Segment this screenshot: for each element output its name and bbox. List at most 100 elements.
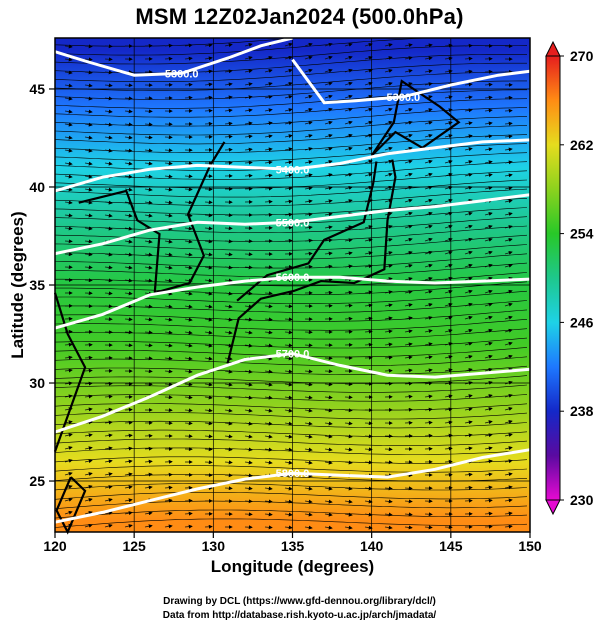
y-tick-label: 40 <box>29 179 45 195</box>
wind-arrow <box>104 252 113 257</box>
wind-arrow <box>464 446 473 451</box>
wind-arrow <box>144 459 153 464</box>
wind-arrow <box>204 239 213 244</box>
wind-arrow <box>284 199 293 204</box>
wind-arrow <box>64 148 73 153</box>
wind-arrow <box>104 226 113 231</box>
wind-arrow <box>304 251 313 256</box>
wind-arrow <box>464 121 473 126</box>
wind-arrow <box>64 96 73 101</box>
wind-arrow <box>484 95 493 100</box>
wind-arrow <box>464 69 473 74</box>
wind-arrow <box>204 108 213 113</box>
wind-arrow <box>424 198 433 203</box>
wind-arrow <box>204 356 213 361</box>
wind-arrow <box>84 485 93 489</box>
wind-arrow <box>464 211 473 216</box>
wind-arrow <box>104 109 113 114</box>
wind-arrow <box>224 317 233 322</box>
wind-arrow <box>404 56 413 61</box>
wind-arrow <box>104 278 113 283</box>
wind-arrow <box>424 329 433 334</box>
wind-arrow <box>464 302 473 307</box>
wind-arrow <box>284 173 293 178</box>
wind-arrow <box>184 187 193 192</box>
wind-arrow <box>504 511 513 516</box>
wind-arrow <box>144 511 153 516</box>
colorbar-tick-label: 270 <box>570 48 594 64</box>
contour-line <box>54 36 293 77</box>
wind-arrow <box>284 447 293 452</box>
streamline <box>54 465 528 473</box>
wind-arrow <box>364 133 373 138</box>
wind-arrow <box>464 237 473 242</box>
wind-arrow <box>144 485 153 490</box>
wind-arrow <box>264 304 273 309</box>
grid <box>55 38 530 532</box>
wind-arrow <box>104 148 113 153</box>
wind-arrow <box>364 159 373 164</box>
wind-arrow <box>144 239 153 244</box>
wind-arrow <box>384 172 393 177</box>
wind-arrow <box>384 355 393 360</box>
wind-arrow <box>224 278 233 283</box>
wind-arrow <box>204 278 213 283</box>
wind-arrow <box>104 485 113 490</box>
wind-arrow <box>284 434 293 439</box>
wind-arrow <box>504 341 513 346</box>
contour-label: 5800.0 <box>276 468 310 480</box>
wind-arrow <box>464 82 473 87</box>
wind-arrow <box>264 199 273 204</box>
wind-arrow <box>164 511 173 516</box>
streamline <box>54 356 528 367</box>
wind-arrow <box>324 107 333 112</box>
wind-arrow <box>124 96 133 101</box>
wind-arrow <box>384 316 393 321</box>
wind-arrow <box>144 472 153 477</box>
wind-arrow <box>324 55 333 60</box>
wind-arrow <box>104 122 113 127</box>
wind-arrow <box>284 382 293 387</box>
height-contours: 5300.0 5300.0 5400.0 5500.0 5600.0 5700.0 5800… <box>54 36 531 524</box>
x-tick-label: 125 <box>122 538 146 554</box>
wind-arrow <box>124 420 133 425</box>
wind-arrow <box>224 447 233 452</box>
wind-arrow <box>504 108 513 113</box>
wind-arrow <box>304 173 313 178</box>
wind-arrow <box>464 394 473 399</box>
wind-arrow <box>144 148 153 153</box>
wind-arrow <box>264 55 273 60</box>
wind-arrow <box>244 460 253 465</box>
wind-arrow <box>124 446 133 451</box>
wind-arrow <box>124 330 133 335</box>
wind-arrow <box>244 134 253 139</box>
wind-arrow <box>204 317 213 322</box>
wind-arrow <box>104 394 113 399</box>
wind-arrow <box>84 407 93 412</box>
wind-arrow <box>104 498 113 502</box>
wind-arrow <box>504 238 513 242</box>
wind-arrow <box>84 510 93 515</box>
wind-arrow <box>404 499 413 504</box>
wind-arrow <box>324 408 333 413</box>
wind-arrow <box>364 81 373 86</box>
wind-arrow <box>244 486 253 491</box>
wind-arrow <box>184 369 193 374</box>
wind-arrow <box>124 472 133 477</box>
streamline <box>54 328 528 340</box>
wind-arrow <box>264 173 273 178</box>
wind-arrow <box>484 224 493 229</box>
wind-arrow <box>64 342 73 347</box>
wind-arrow <box>284 486 293 491</box>
wind-arrow <box>284 512 293 517</box>
wind-arrow <box>204 252 213 257</box>
wind-arrow <box>504 328 513 333</box>
wind-arrow <box>404 43 413 48</box>
wind-arrow <box>484 341 493 346</box>
wind-arrow <box>224 82 233 87</box>
wind-arrow <box>464 420 473 425</box>
wind-arrow <box>84 57 93 62</box>
wind-arrow <box>224 121 233 126</box>
y-axis-label: Latitude (degrees) <box>8 211 27 359</box>
wind-arrow <box>144 330 153 335</box>
